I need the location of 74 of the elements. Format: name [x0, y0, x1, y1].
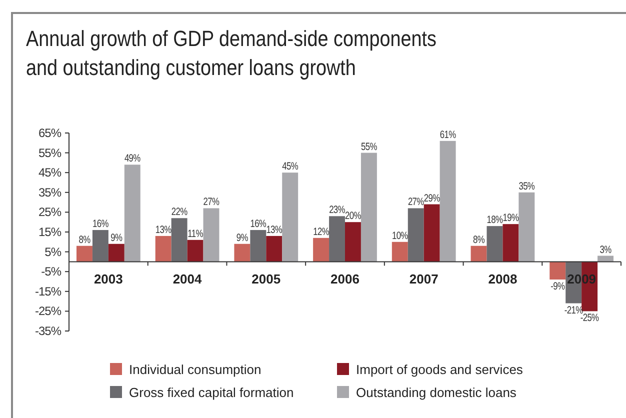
bar — [250, 230, 266, 262]
data-label: 9% — [236, 232, 249, 244]
data-label: 49% — [124, 152, 142, 165]
y-tick-label: -15% — [34, 284, 62, 298]
bar — [360, 152, 377, 262]
x-tick-label: 2005 — [252, 272, 281, 287]
bar — [203, 208, 220, 262]
data-label: 12% — [313, 226, 330, 238]
y-tick-label: 55% — [38, 146, 62, 160]
data-label: 8% — [78, 234, 92, 246]
data-label: 10% — [392, 230, 409, 242]
bar — [470, 246, 487, 262]
data-label: 61% — [440, 129, 457, 142]
bar — [345, 222, 361, 262]
x-tick-label: 2004 — [172, 272, 203, 287]
x-tick-label: 2003 — [94, 272, 123, 287]
bar — [266, 236, 282, 262]
data-label: -9% — [550, 280, 566, 293]
data-label: 16% — [250, 218, 267, 230]
y-tick-label: -5% — [41, 264, 62, 279]
legend-label: Gross fixed capital formation — [129, 385, 294, 400]
data-label: 13% — [266, 224, 283, 236]
chart-title: Annual growth of GDP demand-side components and outstanding customer loans growth — [26, 26, 437, 80]
bar — [234, 244, 250, 262]
legend-label: Outstanding domestic loans — [356, 385, 517, 400]
y-tick-label: 25% — [38, 205, 62, 220]
data-label: 3% — [600, 244, 612, 256]
data-label: 9% — [110, 232, 123, 244]
bar — [282, 172, 298, 262]
bar — [550, 262, 566, 280]
bar — [124, 164, 140, 262]
bar — [108, 244, 124, 262]
bar — [424, 204, 440, 262]
data-label: 27% — [203, 196, 220, 209]
data-label: 35% — [518, 180, 536, 193]
bar — [518, 192, 535, 262]
bar — [408, 208, 424, 262]
y-tick-label: 35% — [38, 185, 62, 200]
y-tick-label: 45% — [38, 166, 62, 180]
data-label: 27% — [408, 196, 425, 209]
data-label: 29% — [424, 192, 441, 205]
data-label: 8% — [473, 234, 486, 246]
bar — [171, 218, 188, 262]
x-tick-label: 2008 — [488, 272, 518, 287]
bar — [76, 246, 92, 262]
data-label: 23% — [329, 204, 346, 216]
data-label: 19% — [502, 212, 520, 224]
legend-label: Individual consumption — [129, 362, 262, 377]
bar — [313, 238, 330, 262]
data-label: 20% — [345, 210, 362, 222]
bar — [502, 224, 519, 262]
data-label: 16% — [92, 218, 110, 230]
bar — [486, 226, 503, 262]
bar — [329, 216, 345, 262]
y-tick-label: 5% — [44, 244, 62, 259]
bar — [440, 140, 456, 262]
y-tick-label: -25% — [34, 304, 62, 318]
y-tick-label: -35% — [34, 324, 62, 338]
x-tick-label: 2006 — [330, 272, 360, 287]
legend-label: Import of goods and services — [356, 362, 524, 377]
data-label: 22% — [171, 206, 188, 218]
data-label: 13% — [155, 224, 172, 236]
bar — [187, 240, 204, 262]
data-label: 18% — [486, 214, 504, 226]
bar — [392, 242, 408, 262]
data-label: 11% — [188, 228, 204, 240]
data-label: 55% — [361, 140, 378, 154]
x-tick-label: 2007 — [409, 272, 438, 287]
x-tick-label: 2009 — [567, 272, 596, 287]
data-label: 45% — [282, 160, 299, 173]
y-tick-label: 65% — [38, 126, 62, 140]
y-tick-label: 15% — [38, 225, 62, 239]
bar — [92, 230, 108, 262]
bar — [155, 236, 172, 262]
